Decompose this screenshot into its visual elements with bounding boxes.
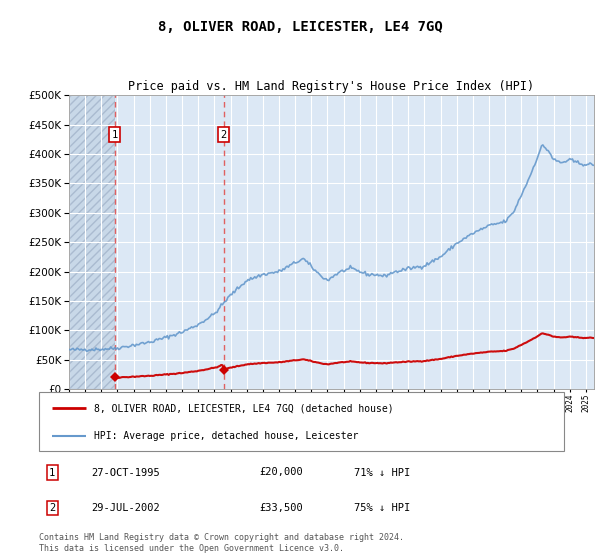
Text: 71% ↓ HPI: 71% ↓ HPI: [354, 468, 410, 478]
Text: 8, OLIVER ROAD, LEICESTER, LE4 7GQ (detached house): 8, OLIVER ROAD, LEICESTER, LE4 7GQ (deta…: [94, 403, 394, 413]
Title: Price paid vs. HM Land Registry's House Price Index (HPI): Price paid vs. HM Land Registry's House …: [128, 80, 535, 92]
Text: 75% ↓ HPI: 75% ↓ HPI: [354, 503, 410, 513]
Text: £33,500: £33,500: [260, 503, 303, 513]
Bar: [69, 95, 115, 389]
Text: 2: 2: [49, 503, 55, 513]
Text: 8, OLIVER ROAD, LEICESTER, LE4 7GQ: 8, OLIVER ROAD, LEICESTER, LE4 7GQ: [158, 20, 442, 34]
Bar: [115, 95, 224, 389]
FancyBboxPatch shape: [39, 392, 564, 451]
Text: 27-OCT-1995: 27-OCT-1995: [91, 468, 160, 478]
Text: 29-JUL-2002: 29-JUL-2002: [91, 503, 160, 513]
Text: Contains HM Land Registry data © Crown copyright and database right 2024.
This d: Contains HM Land Registry data © Crown c…: [39, 533, 404, 553]
Text: HPI: Average price, detached house, Leicester: HPI: Average price, detached house, Leic…: [94, 431, 359, 441]
Text: 1: 1: [49, 468, 55, 478]
Text: 2: 2: [220, 130, 227, 140]
Text: £20,000: £20,000: [260, 468, 303, 478]
Text: 1: 1: [112, 130, 118, 140]
